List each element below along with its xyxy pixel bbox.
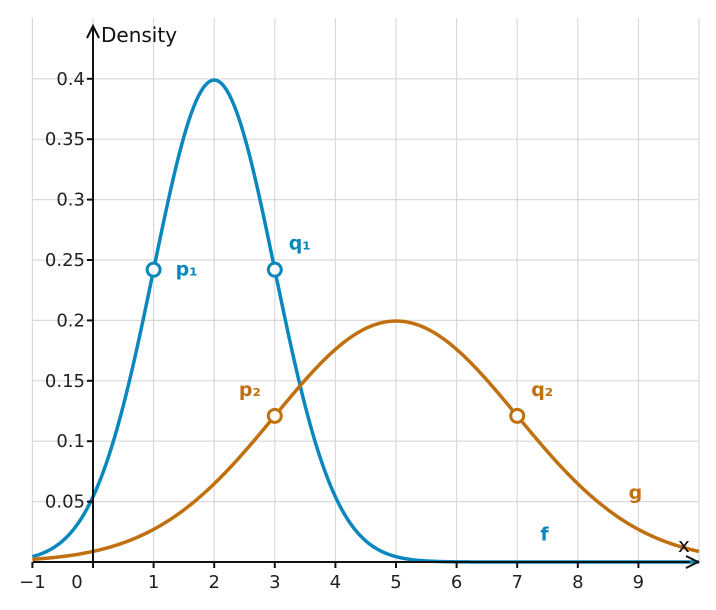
curves: [31, 78, 700, 564]
y-tick-label: 0.15: [45, 371, 85, 392]
x-tick-label: −1: [19, 572, 46, 593]
point-marker-g: [509, 407, 526, 424]
y-tick-label: 0.25: [45, 250, 85, 271]
point-label: q₂: [531, 379, 553, 401]
x-tick-label: 4: [330, 572, 341, 593]
grid: [31, 18, 700, 562]
tick-labels: −1 0 1 2 3 4 5 6 7 8 9 0.05 0.1 0.15 0.2 0.25 0.3 0.35 0.4…: [19, 23, 690, 593]
y-tick-label: 0.4: [56, 69, 85, 90]
x-axis-arrow: [685, 555, 701, 569]
axes: [31, 23, 701, 569]
series-label-g: g: [629, 482, 643, 504]
x-axis-label: x: [678, 533, 690, 557]
point-marker-f: [145, 261, 162, 278]
y-tick-label: 0.05: [45, 492, 85, 513]
point-label: q₁: [289, 233, 311, 255]
point-label: p₂: [239, 379, 261, 401]
series-label-f: f: [540, 523, 549, 545]
point-label: p₁: [176, 259, 198, 281]
annotations: p₁ q₁ p₂ q₂ f g: [176, 233, 643, 546]
x-tick-label: 1: [148, 572, 159, 593]
point-markers: [145, 261, 526, 424]
x-tick-label: 0: [71, 572, 82, 593]
y-tick-label: 0.1: [56, 431, 85, 452]
x-tick-label: 3: [269, 572, 280, 593]
series-line-f: [31, 78, 699, 564]
x-tick-label: 9: [633, 572, 644, 593]
y-tick-label: 0.35: [45, 129, 85, 150]
x-tick-label: 8: [572, 572, 583, 593]
x-tick-label: 2: [208, 572, 219, 593]
series-line-g: [32, 319, 700, 562]
y-tick-label: 0.2: [56, 310, 85, 331]
point-marker-g: [266, 407, 283, 424]
x-tick-label: 6: [451, 572, 462, 593]
y-tick-label: 0.3: [56, 190, 85, 211]
x-tick-label: 5: [390, 572, 401, 593]
y-axis-arrow: [86, 23, 100, 39]
x-tick-label: 7: [511, 572, 522, 593]
point-marker-f: [266, 261, 283, 278]
y-axis-label: Density: [101, 23, 177, 47]
